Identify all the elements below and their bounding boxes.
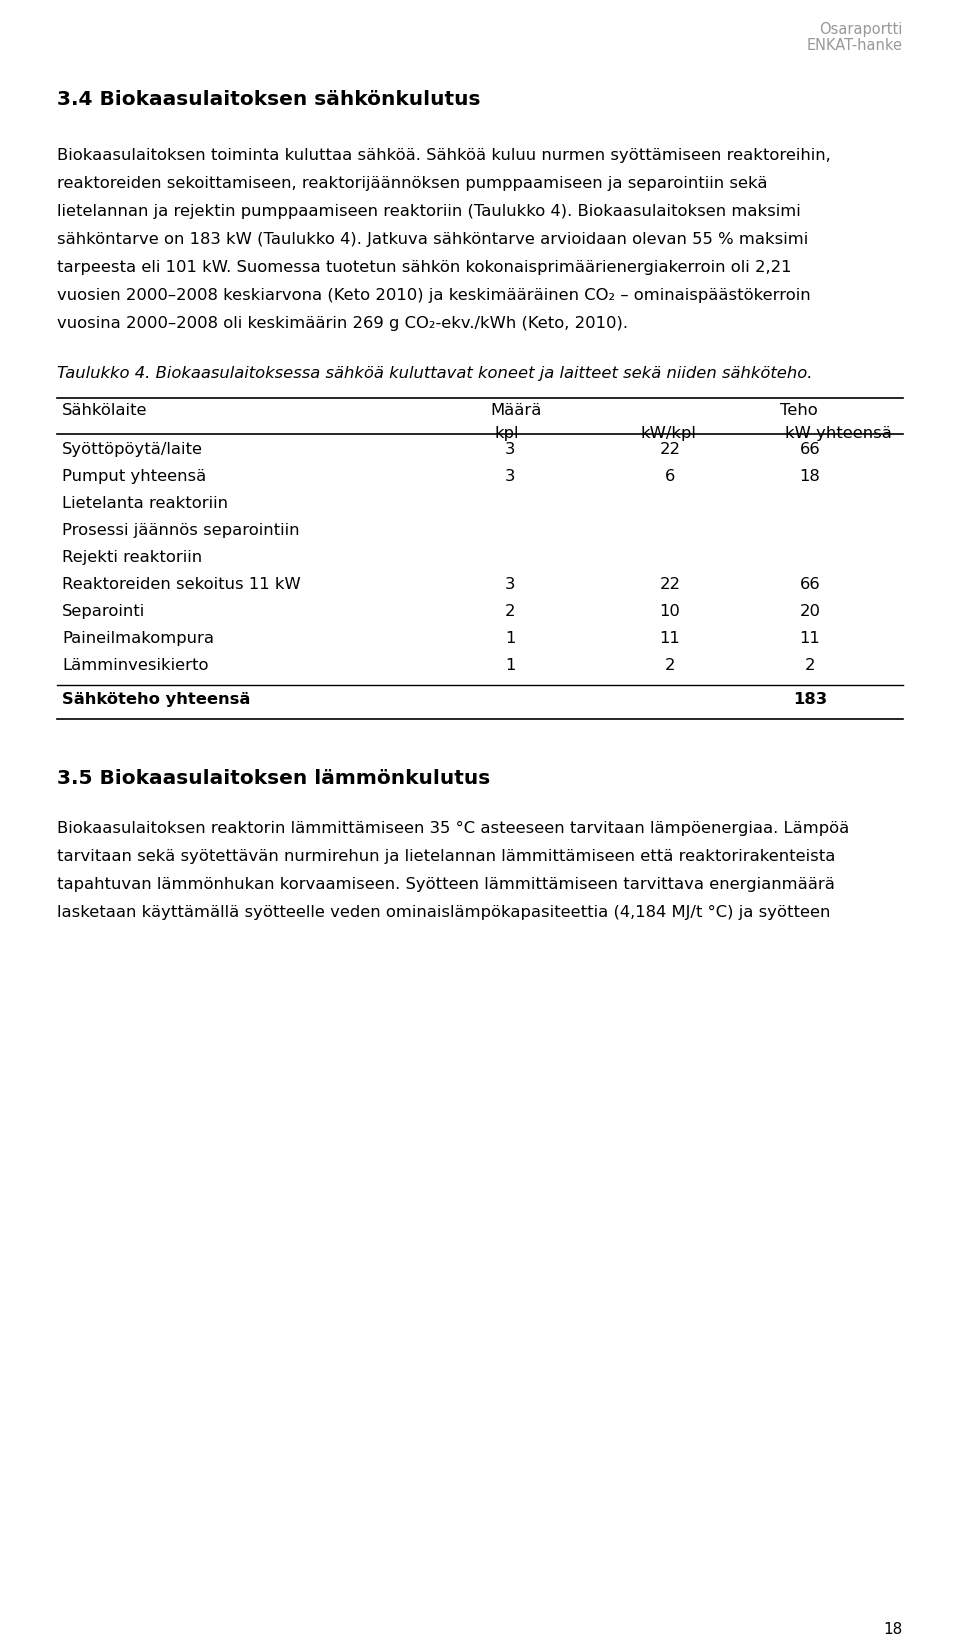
Text: Sähköteho yhteensä: Sähköteho yhteensä xyxy=(62,691,251,708)
Text: sähköntarve on 183 kW (Taulukko 4). Jatkuva sähköntarve arvioidaan olevan 55 % m: sähköntarve on 183 kW (Taulukko 4). Jatk… xyxy=(57,232,808,247)
Text: Biokaasulaitoksen toiminta kuluttaa sähköä. Sähköä kuluu nurmen syöttämiseen rea: Biokaasulaitoksen toiminta kuluttaa sähk… xyxy=(57,148,830,163)
Text: tarvitaan sekä syötettävän nurmirehun ja lietelannan lämmittämiseen että reaktor: tarvitaan sekä syötettävän nurmirehun ja… xyxy=(57,849,835,864)
Text: 20: 20 xyxy=(800,604,821,619)
Text: 22: 22 xyxy=(660,578,681,593)
Text: Pumput yhteensä: Pumput yhteensä xyxy=(62,469,206,484)
Text: Separointi: Separointi xyxy=(62,604,145,619)
Text: 2: 2 xyxy=(804,658,815,673)
Text: Sähkölaite: Sähkölaite xyxy=(62,403,148,418)
Text: Teho: Teho xyxy=(780,403,818,418)
Text: Lietelanta reaktoriin: Lietelanta reaktoriin xyxy=(62,495,228,510)
Text: kW/kpl: kW/kpl xyxy=(640,426,696,441)
Text: lietelannan ja rejektin pumppaamiseen reaktoriin (Taulukko 4). Biokaasulaitoksen: lietelannan ja rejektin pumppaamiseen re… xyxy=(57,204,801,219)
Text: Taulukko 4. Biokaasulaitoksessa sähköä kuluttavat koneet ja laitteet sekä niiden: Taulukko 4. Biokaasulaitoksessa sähköä k… xyxy=(57,365,812,380)
Text: Syöttöpöytä/laite: Syöttöpöytä/laite xyxy=(62,443,203,458)
Text: 11: 11 xyxy=(660,630,681,645)
Text: lasketaan käyttämällä syötteelle veden ominaislämpökapasiteettia (4,184 MJ/t °C): lasketaan käyttämällä syötteelle veden o… xyxy=(57,905,830,920)
Text: reaktoreiden sekoittamiseen, reaktorijäännöksen pumppaamiseen ja separointiin se: reaktoreiden sekoittamiseen, reaktorijää… xyxy=(57,176,767,191)
Text: 2: 2 xyxy=(664,658,675,673)
Text: 2: 2 xyxy=(505,604,516,619)
Text: 3: 3 xyxy=(505,469,516,484)
Text: 1: 1 xyxy=(505,658,516,673)
Text: 1: 1 xyxy=(505,630,516,645)
Text: tarpeesta eli 101 kW. Suomessa tuotetun sähkön kokonaisprimäärienergiakerroin ol: tarpeesta eli 101 kW. Suomessa tuotetun … xyxy=(57,260,791,275)
Text: 11: 11 xyxy=(800,630,821,645)
Text: vuosien 2000–2008 keskiarvona (Keto 2010) ja keskimääräinen CO₂ – ominaispäästök: vuosien 2000–2008 keskiarvona (Keto 2010… xyxy=(57,288,810,303)
Text: vuosina 2000–2008 oli keskimäärin 269 g CO₂-ekv./kWh (Keto, 2010).: vuosina 2000–2008 oli keskimäärin 269 g … xyxy=(57,316,628,331)
Text: 66: 66 xyxy=(800,443,821,458)
Text: tapahtuvan lämmönhukan korvaamiseen. Syötteen lämmittämiseen tarvittava energian: tapahtuvan lämmönhukan korvaamiseen. Syö… xyxy=(57,877,835,892)
Text: kW yhteensä: kW yhteensä xyxy=(785,426,892,441)
Text: 3: 3 xyxy=(505,578,516,593)
Text: Määrä: Määrä xyxy=(490,403,541,418)
Text: 3: 3 xyxy=(505,443,516,458)
Text: 22: 22 xyxy=(660,443,681,458)
Text: Reaktoreiden sekoitus 11 kW: Reaktoreiden sekoitus 11 kW xyxy=(62,578,300,593)
Text: Prosessi jäännös separointiin: Prosessi jäännös separointiin xyxy=(62,523,300,538)
Text: 10: 10 xyxy=(660,604,681,619)
Text: 6: 6 xyxy=(665,469,675,484)
Text: 3.4 Biokaasulaitoksen sähkönkulutus: 3.4 Biokaasulaitoksen sähkönkulutus xyxy=(57,91,481,109)
Text: 18: 18 xyxy=(800,469,821,484)
Text: ENKAT-hanke: ENKAT-hanke xyxy=(807,38,903,53)
Text: Lämminvesikierto: Lämminvesikierto xyxy=(62,658,208,673)
Text: Biokaasulaitoksen reaktorin lämmittämiseen 35 °C asteeseen tarvitaan lämpöenergi: Biokaasulaitoksen reaktorin lämmittämise… xyxy=(57,821,850,836)
Text: 66: 66 xyxy=(800,578,821,593)
Text: 3.5 Biokaasulaitoksen lämmönkulutus: 3.5 Biokaasulaitoksen lämmönkulutus xyxy=(57,769,491,788)
Text: Paineilmakompura: Paineilmakompura xyxy=(62,630,214,645)
Text: kpl: kpl xyxy=(495,426,519,441)
Text: 183: 183 xyxy=(793,691,828,708)
Text: 18: 18 xyxy=(884,1621,903,1638)
Text: Rejekti reaktoriin: Rejekti reaktoriin xyxy=(62,550,203,565)
Text: Osaraportti: Osaraportti xyxy=(820,21,903,36)
